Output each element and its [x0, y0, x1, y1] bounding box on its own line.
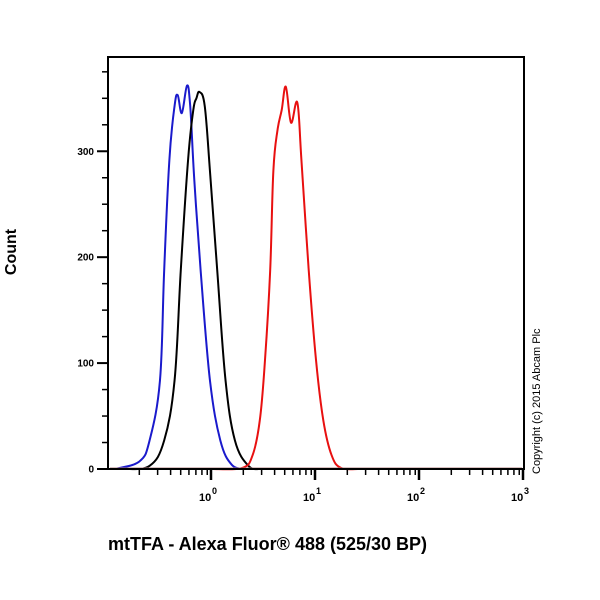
x-tick-label: 10 [303, 492, 315, 504]
histogram-black-curve [124, 90, 262, 471]
x-tick-exponent: 0 [212, 486, 217, 496]
x-tick-exponent: 1 [316, 486, 321, 496]
y-tick-label: 0 [88, 465, 94, 476]
y-axis-title: Count [3, 228, 20, 276]
histogram-curves [110, 84, 522, 471]
y-tick-label: 100 [77, 359, 94, 370]
copyright-notice: Copyright (c) 2015 Abcam Plc [531, 328, 543, 474]
x-axis-title: mtTFA - Alexa Fluor® 488 (525/30 BP) [108, 534, 428, 554]
x-tick-exponent: 3 [524, 486, 529, 496]
x-tick-label: 10 [199, 492, 211, 504]
x-tick-exponent: 2 [420, 486, 425, 496]
y-tick-label: 200 [77, 253, 94, 264]
x-tick-label: 10 [407, 492, 419, 504]
y-axis: 0 100 200 300 [77, 71, 108, 476]
histogram-blue-curve [113, 84, 246, 470]
histogram-red-curve [211, 85, 359, 471]
x-tick-label: 10 [511, 492, 523, 504]
y-tick-label: 300 [77, 147, 94, 158]
